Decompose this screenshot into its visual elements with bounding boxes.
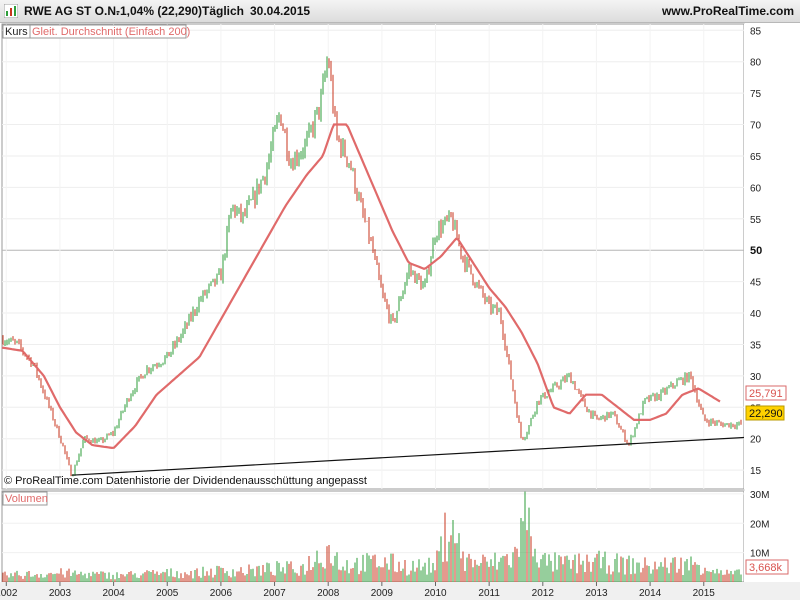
x-tick-label: 2003 xyxy=(49,588,72,599)
y-tick-label: 70 xyxy=(750,121,762,132)
y-tick-label: 35 xyxy=(750,340,762,351)
last-volume-tag xyxy=(745,559,789,575)
x-tick-label: 2011 xyxy=(478,588,500,599)
ma-label: Gleit. Durchschnitt (Einfach 200) xyxy=(32,26,190,38)
volume-tick-label: 10M xyxy=(750,549,769,560)
chart-header: RWE AG ST O.N. -1,04% (22,290) Täglich 3… xyxy=(0,0,800,23)
ma-label-box xyxy=(29,24,187,39)
x-tick-label: 2005 xyxy=(156,588,179,599)
x-tick-label: 2015 xyxy=(693,588,716,599)
volume-tick-label: 30M xyxy=(750,490,769,501)
x-tick-label: 2004 xyxy=(102,588,125,599)
y-tick-label: 85 xyxy=(750,26,762,37)
volumen-label-box xyxy=(2,491,48,506)
x-tick-label: 2008 xyxy=(317,588,340,599)
x-tick-label: 2012 xyxy=(532,588,555,599)
y-tick-label: 20 xyxy=(750,435,762,446)
x-tick-label: 2009 xyxy=(371,588,394,599)
kurs-label: Kurs xyxy=(5,26,28,38)
price-change: -1,04% (22,290) xyxy=(116,4,203,18)
x-tick-label: 2013 xyxy=(585,588,608,599)
last-price-label: 22,290 xyxy=(749,408,783,420)
y-tick-label: 75 xyxy=(750,89,762,100)
moving-average-line xyxy=(1,123,721,450)
y-tick-label: 65 xyxy=(750,152,762,163)
price-panel[interactable] xyxy=(1,23,745,490)
y-tick-label: 45 xyxy=(750,278,762,289)
y-tick-label: 15 xyxy=(750,466,762,477)
y-tick-label: 55 xyxy=(750,215,762,226)
footnote: © ProRealTime.com Datenhistorie der Divi… xyxy=(4,475,367,487)
date-label: 30.04.2015 xyxy=(250,4,311,18)
ma-value-label: 25,791 xyxy=(749,388,783,400)
x-tick-label: 2014 xyxy=(639,588,662,599)
y-tick-label: 50 xyxy=(750,245,762,257)
last-volume-label: 3,668k xyxy=(749,562,783,574)
period-label: Täglich xyxy=(202,4,245,18)
x-tick-label: 2002 xyxy=(0,588,18,599)
ma-value-tag xyxy=(745,385,787,401)
volume-tick-label: 20M xyxy=(750,519,769,530)
y-tick-label: 80 xyxy=(750,58,762,69)
y-tick-label: 60 xyxy=(750,183,762,194)
time-axis xyxy=(0,582,800,600)
instrument-title: RWE AG ST O.N. xyxy=(24,4,120,18)
site-link[interactable]: www.ProRealTime.com xyxy=(661,4,794,18)
x-tick-label: 2010 xyxy=(424,588,447,599)
last-price-tag xyxy=(745,405,785,421)
y-tick-label: 30 xyxy=(750,372,762,383)
volumen-label: Volumen xyxy=(5,493,48,505)
x-tick-label: 2007 xyxy=(263,588,286,599)
x-tick-label: 2006 xyxy=(210,588,233,599)
prorealtime-logo-icon xyxy=(4,4,18,18)
y-tick-label: 40 xyxy=(750,309,762,320)
trendline xyxy=(71,436,745,476)
